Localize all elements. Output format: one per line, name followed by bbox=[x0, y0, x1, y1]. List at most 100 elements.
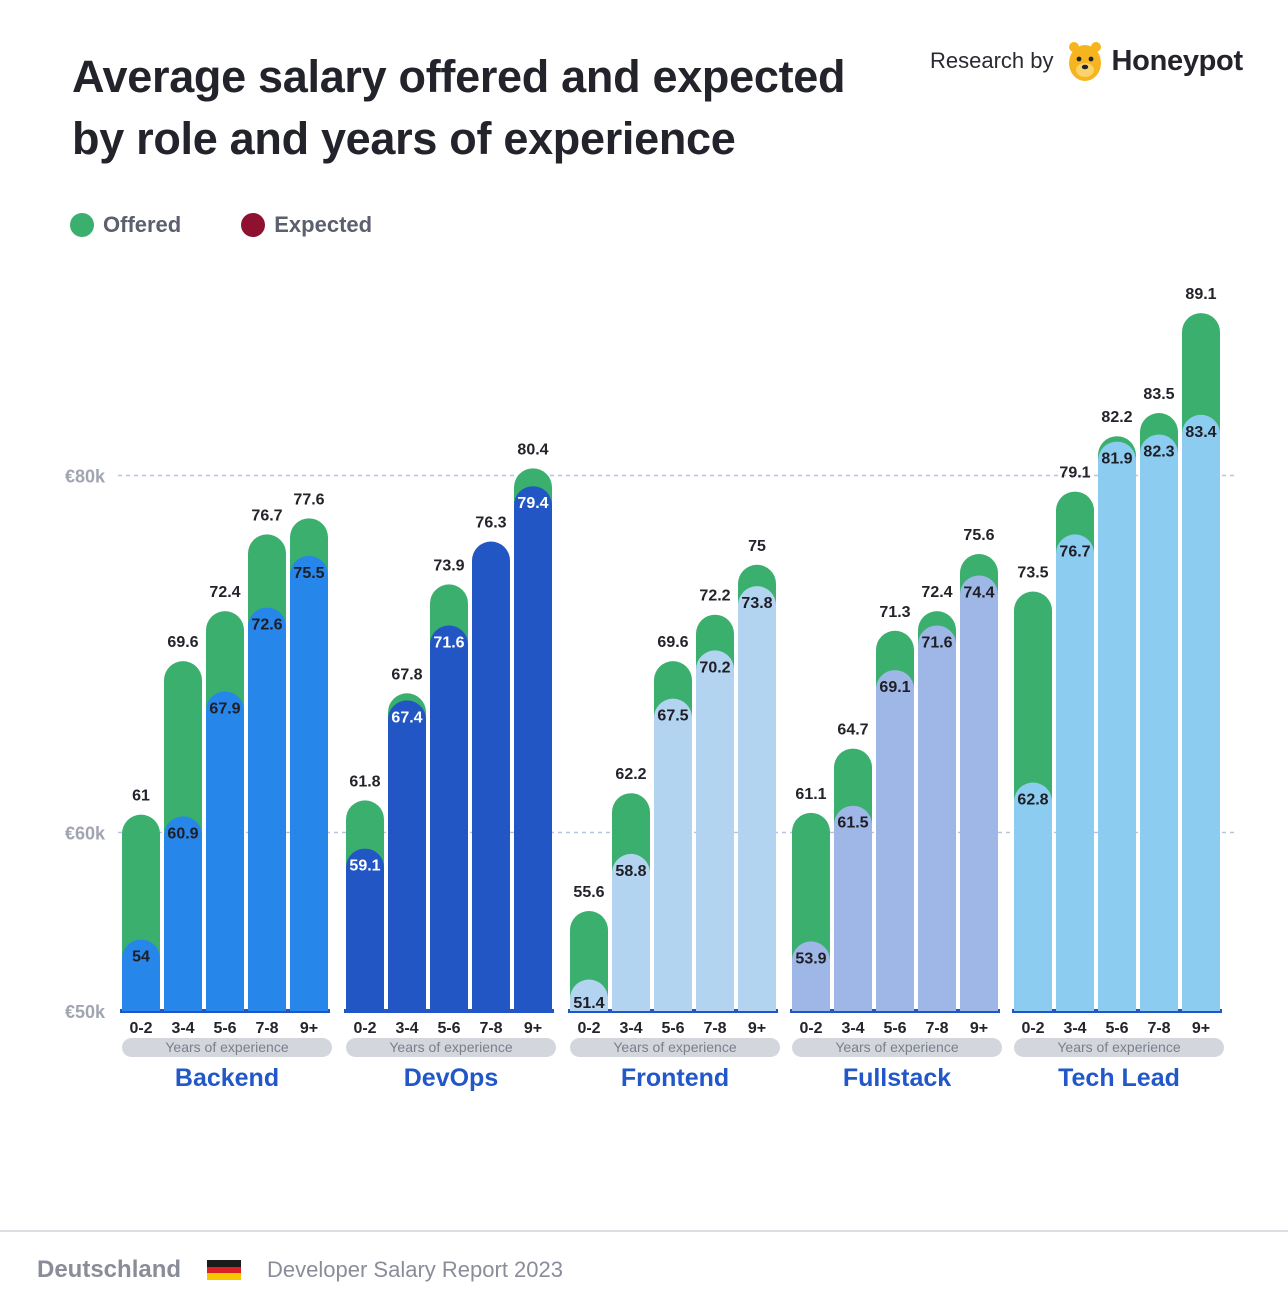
inner-value-label: 75.5 bbox=[293, 565, 324, 582]
y-tick-label: €80k bbox=[65, 467, 106, 487]
top-value-label: 69.6 bbox=[167, 634, 198, 651]
legend-swatch-offered bbox=[70, 213, 94, 237]
expected-bar bbox=[346, 848, 384, 1011]
expected-bar bbox=[164, 816, 202, 1011]
x-tick-label: 9+ bbox=[524, 1020, 542, 1037]
x-tick-label: 3-4 bbox=[841, 1020, 864, 1037]
top-value-label: 76.3 bbox=[475, 515, 506, 532]
x-axis-label: Years of experience bbox=[389, 1039, 512, 1055]
expected-bar bbox=[834, 805, 872, 1011]
expected-bar bbox=[1056, 534, 1094, 1011]
top-value-label: 76.7 bbox=[251, 507, 282, 524]
x-axis-label: Years of experience bbox=[835, 1039, 958, 1055]
top-value-label: 73.9 bbox=[433, 557, 464, 574]
top-value-label: 72.4 bbox=[209, 584, 240, 601]
top-value-label: 75 bbox=[748, 538, 766, 555]
x-axis-label: Years of experience bbox=[165, 1039, 288, 1055]
inner-value-label: 74.4 bbox=[963, 584, 994, 601]
group-label: Frontend bbox=[621, 1064, 729, 1092]
expected-bar bbox=[570, 979, 608, 1011]
x-tick-label: 3-4 bbox=[171, 1020, 194, 1037]
inner-value-label: 67.5 bbox=[657, 708, 688, 725]
inner-value-label: 70.2 bbox=[699, 659, 730, 676]
x-tick-label: 0-2 bbox=[1021, 1020, 1044, 1037]
top-value-label: 72.4 bbox=[921, 584, 952, 601]
research-by-label: Research by bbox=[930, 48, 1054, 73]
top-value-label: 83.5 bbox=[1143, 386, 1174, 403]
x-tick-label: 7-8 bbox=[255, 1020, 278, 1037]
legend-label-expected: Expected bbox=[274, 212, 373, 237]
x-tick-label: 7-8 bbox=[703, 1020, 726, 1037]
legend-swatch-expected bbox=[241, 213, 266, 237]
top-value-label: 61.8 bbox=[349, 773, 380, 790]
x-tick-label: 5-6 bbox=[661, 1020, 684, 1037]
expected-bar bbox=[290, 555, 328, 1011]
inner-value-label: 82.3 bbox=[1143, 443, 1174, 460]
x-tick-label: 7-8 bbox=[925, 1020, 948, 1037]
chart-legend: Offered Expected bbox=[70, 212, 432, 238]
inner-value-label: 58.8 bbox=[615, 863, 646, 880]
inner-value-label: 67.9 bbox=[209, 700, 240, 717]
top-value-label: 67.8 bbox=[391, 666, 422, 683]
x-tick-label: 3-4 bbox=[619, 1020, 642, 1037]
expected-bar bbox=[514, 486, 552, 1012]
expected-bar bbox=[918, 625, 956, 1011]
top-value-label: 62.2 bbox=[615, 766, 646, 783]
inner-value-label: 60.9 bbox=[167, 825, 198, 842]
group-label: DevOps bbox=[404, 1064, 498, 1092]
expected-bar bbox=[1140, 434, 1178, 1011]
brand-name: Honeypot bbox=[1111, 44, 1244, 77]
inner-value-label: 81.9 bbox=[1101, 451, 1132, 468]
x-tick-label: 7-8 bbox=[1147, 1020, 1170, 1037]
top-value-label: 61.1 bbox=[795, 786, 826, 803]
group-label: Fullstack bbox=[843, 1064, 951, 1092]
footer-divider bbox=[0, 1230, 1288, 1232]
group-label: Tech Lead bbox=[1058, 1064, 1180, 1092]
top-value-label: 75.6 bbox=[963, 527, 994, 544]
top-value-label: 82.2 bbox=[1101, 409, 1132, 426]
top-value-label: 80.4 bbox=[517, 441, 548, 458]
xlabel-pill bbox=[792, 1038, 1002, 1057]
expected-bar bbox=[206, 691, 244, 1011]
footer-country: Deutschland bbox=[37, 1256, 182, 1283]
inner-value-label: 61.5 bbox=[837, 815, 868, 832]
inner-value-label: 67.4 bbox=[391, 709, 422, 726]
inner-value-label: 73.8 bbox=[741, 595, 772, 612]
expected-bar bbox=[792, 941, 830, 1011]
x-tick-label: 3-4 bbox=[1063, 1020, 1086, 1037]
inner-value-label: 59.1 bbox=[349, 858, 380, 875]
x-axis-label: Years of experience bbox=[1057, 1039, 1180, 1055]
x-tick-label: 9+ bbox=[748, 1020, 766, 1037]
top-value-label: 71.3 bbox=[879, 604, 910, 621]
x-tick-label: 5-6 bbox=[1105, 1020, 1128, 1037]
xlabel-pill bbox=[346, 1038, 556, 1057]
top-value-label: 73.5 bbox=[1017, 565, 1048, 582]
x-tick-label: 5-6 bbox=[437, 1020, 460, 1037]
y-tick-label: €60k bbox=[65, 824, 106, 844]
chart-title: Average salary offered and expected by r… bbox=[72, 51, 846, 164]
footer: Deutschland Developer Salary Report 2023 bbox=[37, 1252, 563, 1288]
expected-bar bbox=[612, 853, 650, 1011]
expected-bar bbox=[960, 575, 998, 1011]
xlabel-pill bbox=[122, 1038, 332, 1057]
x-tick-label: 0-2 bbox=[353, 1020, 376, 1037]
inner-value-label: 54 bbox=[132, 949, 150, 966]
x-tick-label: 0-2 bbox=[129, 1020, 152, 1037]
top-value-label: 55.6 bbox=[573, 884, 604, 901]
group-label: Backend bbox=[175, 1064, 279, 1092]
x-axis-label: Years of experience bbox=[613, 1039, 736, 1055]
top-value-label: 69.6 bbox=[657, 634, 688, 651]
inner-value-label: 83.4 bbox=[1185, 424, 1216, 441]
inner-value-label: 51.4 bbox=[573, 995, 604, 1012]
legend-item-offered: Offered bbox=[70, 212, 181, 238]
germany-flag-icon bbox=[207, 1260, 242, 1281]
x-tick-label: 9+ bbox=[300, 1020, 318, 1037]
top-value-label: 72.2 bbox=[699, 588, 730, 605]
top-value-label: 64.7 bbox=[837, 722, 868, 739]
expected-bar bbox=[1014, 782, 1052, 1011]
x-tick-label: 0-2 bbox=[577, 1020, 600, 1037]
xlabel-pill bbox=[1014, 1038, 1224, 1057]
expected-bar bbox=[430, 625, 468, 1011]
expected-bar bbox=[738, 586, 776, 1011]
expected-bar bbox=[472, 541, 510, 1011]
